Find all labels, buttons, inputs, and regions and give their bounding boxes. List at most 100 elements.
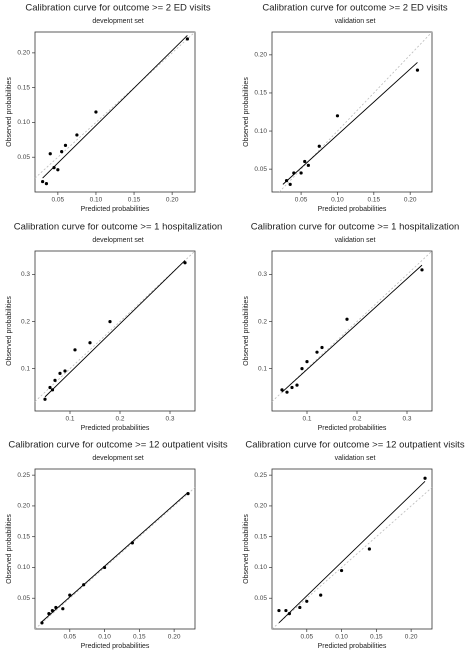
point [47, 612, 51, 616]
x-tick-label: 0.1 [302, 416, 311, 423]
point [88, 341, 92, 345]
panel-title: Calibration curve for outcome >= 2 ED vi… [25, 3, 211, 14]
y-tick-label: 0.05 [17, 595, 30, 602]
x-tick-label: 0.1 [65, 416, 74, 423]
point [54, 605, 58, 610]
point [183, 261, 187, 265]
point [306, 163, 310, 167]
point [303, 159, 307, 164]
panel-title: Calibration curve for outcome >= 1 hospi… [251, 222, 460, 233]
x-tick-label: 0.10 [331, 197, 344, 204]
x-tick-label: 0.15 [133, 634, 146, 641]
reference-diagonal [34, 487, 196, 630]
y-tick-label: 0.15 [17, 84, 30, 91]
x-tick-label: 0.10 [335, 634, 348, 641]
y-tick-label: 0.10 [17, 564, 30, 571]
y-tick-label: 0.10 [254, 564, 267, 571]
x-axis-label: Predicted probabilities [318, 206, 387, 213]
point [68, 593, 72, 597]
point [56, 168, 60, 172]
y-tick-label: 0.3 [258, 271, 267, 278]
point [60, 150, 64, 154]
x-tick-label: 0.20 [166, 197, 179, 204]
point [319, 593, 323, 597]
point [58, 371, 62, 375]
x-tick-label: 0.15 [128, 197, 141, 204]
reference-diagonal [34, 31, 196, 179]
point [44, 182, 49, 186]
point [73, 348, 77, 352]
panel-subtitle: validation set [335, 455, 376, 462]
plot-frame [271, 31, 433, 193]
x-tick-label: 0.20 [404, 197, 417, 204]
point [75, 133, 79, 137]
point [339, 568, 344, 573]
y-tick-label: 0.20 [17, 503, 30, 510]
y-axis-label: Observed probabilities [243, 514, 250, 584]
fit-line [42, 35, 188, 179]
y-tick-label: 0.20 [254, 503, 267, 510]
point [284, 608, 288, 613]
reference-diagonal [271, 487, 433, 630]
panel-subtitle: development set [92, 237, 143, 244]
panel-subtitle: validation set [335, 237, 376, 244]
y-tick-label: 0.10 [17, 119, 30, 126]
panel: Calibration curve for outcome >= 12 outp… [6, 440, 228, 650]
y-tick-label: 0.25 [17, 472, 30, 479]
point [287, 612, 291, 616]
x-tick-label: 0.15 [367, 197, 380, 204]
panel-title: Calibration curve for outcome >= 12 outp… [245, 440, 464, 451]
plot-frame [34, 250, 196, 412]
fit-line [44, 260, 186, 398]
point [108, 319, 112, 324]
point [53, 378, 57, 383]
point [94, 110, 98, 114]
y-tick-label: 0.2 [21, 318, 30, 325]
panel: Calibration curve for outcome >= 1 hospi… [243, 222, 459, 432]
y-tick-label: 0.25 [254, 472, 267, 479]
y-tick-label: 0.15 [254, 533, 267, 540]
y-axis-label: Observed probabilities [243, 296, 250, 366]
point [285, 390, 289, 394]
point [292, 171, 296, 175]
point [185, 37, 189, 41]
point [280, 388, 284, 392]
x-axis-label: Predicted probabilities [81, 643, 150, 650]
point [61, 607, 65, 611]
y-axis-label: Observed probabilities [6, 514, 13, 584]
panel-title: Calibration curve for outcome >= 2 ED vi… [262, 3, 448, 14]
y-tick-label: 0.05 [254, 166, 267, 173]
x-axis-label: Predicted probabilities [318, 425, 387, 432]
x-axis-label: Predicted probabilities [81, 206, 150, 213]
x-tick-label: 0.05 [63, 634, 76, 641]
y-axis-label: Observed probabilities [6, 296, 13, 366]
x-tick-label: 0.20 [405, 634, 418, 641]
point [300, 367, 304, 371]
panel-title: Calibration curve for outcome >= 12 outp… [8, 440, 227, 451]
point [299, 171, 303, 175]
point [290, 385, 294, 390]
x-axis-label: Predicted probabilities [318, 643, 387, 650]
x-axis-label: Predicted probabilities [81, 425, 150, 432]
point [43, 397, 47, 401]
point [305, 599, 309, 603]
x-tick-label: 0.10 [98, 634, 111, 641]
point [284, 178, 289, 183]
x-tick-label: 0.05 [52, 197, 65, 204]
plot-frame [34, 468, 196, 630]
point [102, 565, 107, 570]
panel: Calibration curve for outcome >= 2 ED vi… [6, 3, 211, 213]
point [305, 359, 309, 364]
y-tick-label: 0.15 [254, 90, 267, 97]
point [277, 608, 281, 613]
fit-line [282, 62, 418, 185]
panel: Calibration curve for outcome >= 1 hospi… [6, 222, 222, 432]
x-tick-label: 0.2 [352, 416, 361, 423]
y-tick-label: 0.3 [21, 271, 30, 278]
y-tick-label: 0.2 [258, 318, 267, 325]
point [335, 114, 340, 118]
x-tick-label: 0.3 [402, 416, 411, 423]
fit-line [41, 492, 189, 622]
x-tick-label: 0.05 [295, 197, 308, 204]
point [48, 152, 52, 156]
